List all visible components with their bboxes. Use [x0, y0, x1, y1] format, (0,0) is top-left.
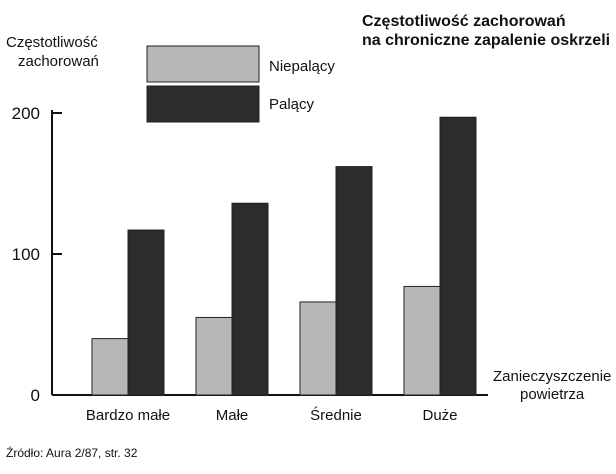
x-axis-label-line2: powietrza [520, 386, 585, 403]
y-axis-label-line1: Częstotliwość [6, 34, 98, 51]
chart-title-line1: Częstotliwość zachorowań [362, 13, 566, 30]
y-tick-label: 0 [31, 386, 40, 405]
bar-niepalacy-2 [299, 301, 337, 396]
legend: Niepalący Palący [146, 45, 335, 123]
bar-palacy-3 [439, 116, 477, 396]
x-tick-label: Małe [216, 407, 249, 424]
source-note: Źródło: Aura 2/87, str. 32 [6, 445, 138, 460]
y-tick-label: 200 [12, 104, 40, 123]
legend-label-palacy: Palący [269, 96, 315, 113]
y-axis-label-line2: zachorowań [18, 53, 99, 70]
bar-palacy-1 [231, 202, 269, 396]
legend-swatch-niepalacy [146, 45, 260, 83]
bar-niepalacy-0 [91, 338, 129, 396]
y-ticks: 0 100 200 [12, 104, 62, 405]
x-tick-label: Duże [422, 407, 457, 424]
bars [91, 116, 477, 396]
x-tick-labels: Bardzo małe Małe Średnie Duże [86, 406, 458, 424]
y-tick-label: 100 [12, 245, 40, 264]
legend-label-niepalacy: Niepalący [269, 58, 335, 75]
chart-title-line2: na chroniczne zapalenie oskrzeli [362, 32, 610, 49]
bar-niepalacy-3 [403, 285, 441, 396]
bar-palacy-0 [127, 229, 165, 396]
bar-niepalacy-1 [195, 316, 233, 396]
x-axis-label-line1: Zanieczyszczenie [493, 368, 611, 385]
x-tick-label: Bardzo małe [86, 407, 170, 424]
legend-swatch-palacy [146, 85, 260, 123]
bar-palacy-2 [335, 166, 373, 396]
x-tick-label: Średnie [310, 406, 362, 424]
